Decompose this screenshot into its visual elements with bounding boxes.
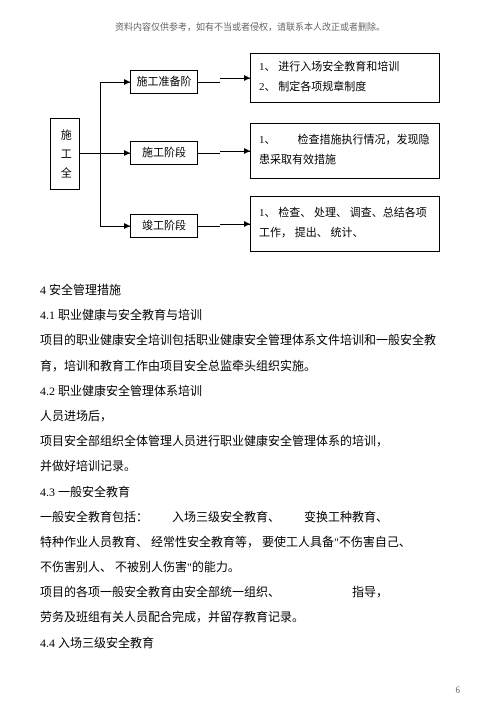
paragraph: 项目安全部组织全体管理人员进行职业健康安全管理体系的培训， xyxy=(40,429,460,454)
connector-line xyxy=(198,153,220,154)
arrow-icon xyxy=(124,223,130,229)
arrow-icon xyxy=(124,79,130,85)
node-content-2: 1、 检查措施执行情况，发现隐患采取有效措施 xyxy=(250,123,440,179)
paragraph: 育，培训和教育工作由项目安全总监牵头组织实施。 xyxy=(40,354,460,379)
section-heading: 4.1 职业健康与安全教育与培训 xyxy=(40,303,460,328)
paragraph: 项目的各项一般安全教育由安全部统一组织、 指导， xyxy=(40,580,460,605)
node-content-3: 1、 检查、 处理、 调查、总结各项工作， 提出、 统计、 xyxy=(250,196,440,252)
node-stage-2: 施工阶段 xyxy=(130,141,198,165)
connector-line xyxy=(198,82,220,83)
paragraph: 项目的职业健康安全培训包括职业健康安全管理体系文件培训和一般安全教 xyxy=(40,328,460,353)
arrow-icon xyxy=(244,75,250,81)
connector-line xyxy=(80,153,100,154)
paragraph: 不伤害别人、 不被别人伤害"的能力。 xyxy=(40,555,460,580)
section-heading: 4.4 入场三级安全教育 xyxy=(40,631,460,656)
arrow-icon xyxy=(124,150,130,156)
document-body: 4 安全管理措施 4.1 职业健康与安全教育与培训 项目的职业健康安全培训包括职… xyxy=(40,278,460,656)
node-stage-1: 施工准备阶 xyxy=(130,70,198,94)
paragraph: 并做好培训记录。 xyxy=(40,454,460,479)
node-stage-3: 竣工阶段 xyxy=(130,214,198,238)
header-note: 资料内容仅供参考，如有不当或者侵权，请联系本人改正或者删除。 xyxy=(40,20,460,33)
section-heading: 4 安全管理措施 xyxy=(40,278,460,303)
connector-line xyxy=(100,82,101,226)
paragraph: 特种作业人员教育、 经常性安全教育等， 要使工人具备"不伤害自己、 xyxy=(40,530,460,555)
paragraph: 人员进场后， xyxy=(40,404,460,429)
section-heading: 4.3 一般安全教育 xyxy=(40,480,460,505)
paragraph: 一般安全教育包括： 入场三级安全教育、 变换工种教育、 xyxy=(40,505,460,530)
flowchart: 施工全 施工准备阶 施工阶段 竣工阶段 1、 进行入场安全教育和培训 2、 制定… xyxy=(40,48,460,258)
paragraph: 劳务及班组有关人员配合完成，并留存教育记录。 xyxy=(40,605,460,630)
node-root: 施工全 xyxy=(50,118,80,190)
node-content-1: 1、 进行入场安全教育和培训 2、 制定各项规章制度 xyxy=(250,53,440,103)
arrow-icon xyxy=(244,221,250,227)
page-number: 6 xyxy=(456,685,461,695)
section-heading: 4.2 职业健康安全管理体系培训 xyxy=(40,379,460,404)
connector-line xyxy=(198,226,220,227)
arrow-icon xyxy=(244,148,250,154)
